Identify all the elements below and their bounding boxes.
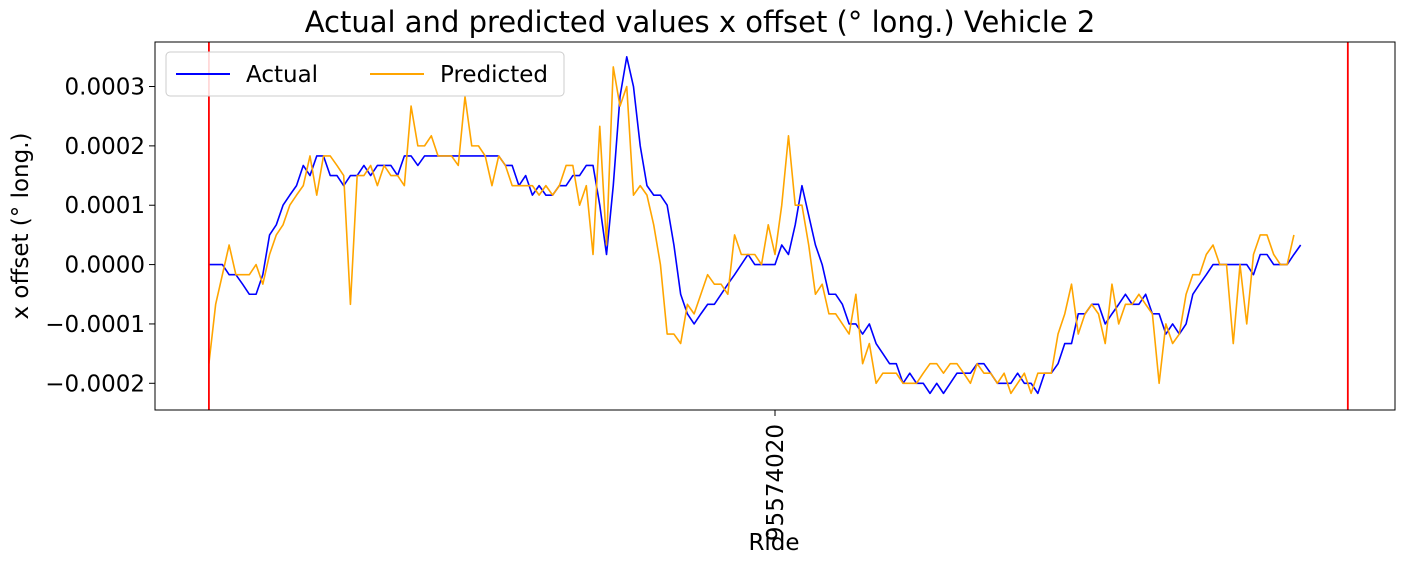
legend-label-predicted: Predicted	[440, 62, 548, 88]
y-tick-label: 0.0002	[65, 134, 145, 160]
series-line-predicted	[208, 66, 1295, 395]
series-line-actual	[208, 56, 1302, 395]
y-tick-label: −0.0001	[45, 312, 145, 338]
y-tick-label: 0.0001	[65, 193, 145, 219]
legend-box	[165, 51, 565, 97]
plot-frame	[154, 41, 1396, 411]
y-tick-label: 0.0000	[65, 253, 145, 279]
y-tick-label: 0.0003	[65, 75, 145, 101]
plot-area	[208, 42, 1349, 410]
legend-label-actual: Actual	[246, 62, 318, 88]
legend: Actual Predicted	[165, 51, 565, 97]
y-axis-label: x offset (° long.)	[8, 132, 34, 319]
x-tick-label: 95574020	[763, 424, 789, 541]
y-tick-label: −0.0002	[45, 371, 145, 397]
chart-title: Actual and predicted values x offset (° …	[305, 5, 1096, 39]
x-axis-label: Ride	[748, 530, 799, 556]
y-axis: −0.0002 −0.0001 0.0000 0.0001 0.0002 0.0003	[45, 75, 155, 397]
x-axis: 95574020	[763, 410, 789, 541]
